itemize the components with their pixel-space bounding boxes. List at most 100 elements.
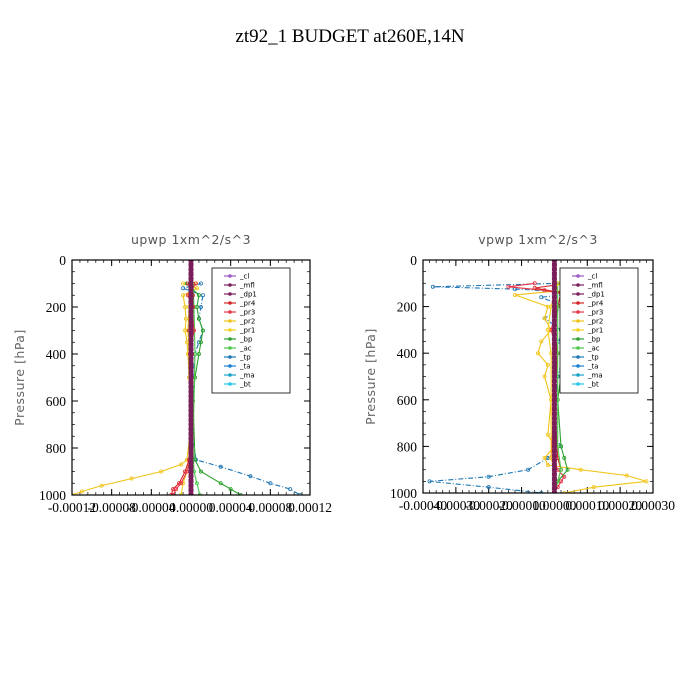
data-point	[268, 481, 273, 486]
center-marker	[551, 481, 557, 486]
data-point	[526, 467, 531, 472]
plot-frame	[71, 259, 311, 496]
data-point	[228, 487, 233, 492]
center-marker	[551, 309, 557, 314]
data-point	[578, 467, 583, 472]
y-tick-label: 600	[397, 393, 418, 408]
center-marker	[551, 458, 557, 463]
legend-marker	[576, 364, 580, 368]
data-point	[486, 474, 491, 479]
center-marker	[188, 328, 194, 333]
center-marker	[551, 337, 557, 342]
center-marker	[188, 319, 194, 324]
data-point	[545, 362, 550, 367]
legend-label: _ac	[239, 345, 252, 353]
center-marker	[551, 383, 557, 388]
legend-marker	[228, 373, 232, 377]
series-line-tp	[181, 282, 301, 495]
data-point	[427, 479, 432, 484]
legend-label: _pr4	[587, 300, 604, 308]
data-point	[624, 473, 629, 478]
center-marker	[188, 366, 194, 371]
data-point	[532, 285, 537, 290]
data-point	[179, 481, 184, 486]
center-marker	[188, 276, 194, 281]
legend-label: _ta	[239, 363, 251, 371]
center-marker	[551, 276, 557, 281]
center-marker	[188, 493, 194, 495]
legend-marker	[228, 364, 232, 368]
data-point	[183, 304, 188, 309]
center-marker	[188, 384, 194, 389]
center-marker	[551, 299, 557, 304]
y-tick-label: 800	[46, 441, 67, 456]
center-marker	[188, 314, 194, 319]
legend-label: _cl	[587, 273, 597, 281]
center-marker	[188, 394, 194, 399]
legend-marker	[228, 346, 232, 350]
series-line-pr2	[72, 282, 199, 495]
figure-title: zt92_1 BUDGET at260E,14N	[235, 26, 464, 47]
center-marker	[551, 260, 557, 262]
data-point	[565, 467, 570, 472]
legend-label: _pr2	[239, 318, 255, 326]
center-marker	[188, 464, 194, 469]
data-point	[288, 487, 293, 492]
y-tick-label: 400	[397, 346, 418, 361]
center-marker	[188, 483, 194, 488]
center-marker	[188, 389, 194, 394]
y-tick-label: 200	[46, 300, 67, 315]
center-marker	[551, 439, 557, 444]
x-tick-label: 0.00020	[598, 498, 642, 513]
center-marker	[188, 300, 194, 305]
center-marker	[551, 435, 557, 440]
legend-marker	[576, 373, 580, 377]
center-marker	[551, 477, 557, 482]
center-marker	[551, 397, 557, 402]
data-point	[248, 474, 253, 479]
x-tick-label: 0.00030	[631, 498, 675, 513]
center-marker	[551, 360, 557, 365]
center-marker	[551, 285, 557, 290]
legend-box	[559, 267, 639, 394]
center-marker	[188, 436, 194, 441]
center-marker	[551, 407, 557, 412]
center-marker	[188, 286, 194, 291]
center-marker	[551, 463, 557, 468]
center-marker	[551, 374, 557, 379]
data-point	[542, 374, 547, 379]
legend-marker	[576, 382, 580, 386]
center-marker	[551, 304, 557, 309]
data-point	[542, 316, 547, 321]
legend-marker	[228, 301, 232, 305]
center-marker	[188, 413, 194, 418]
center-marker	[551, 472, 557, 477]
panel-title: vpwp 1xm^2/s^3	[478, 232, 598, 247]
x-tick-label: -0.00010	[497, 498, 546, 513]
x-tick-label: 0.00000	[169, 500, 213, 515]
data-point	[200, 328, 205, 333]
center-marker	[188, 333, 194, 338]
center-marker	[551, 351, 557, 356]
data-point	[542, 456, 547, 461]
data-point	[184, 316, 189, 321]
center-marker	[188, 455, 194, 460]
data-point	[198, 340, 203, 345]
center-marker	[551, 416, 557, 421]
x-tick-label: 0.00012	[288, 500, 332, 515]
legend-label: _tp	[239, 354, 251, 362]
center-marker	[188, 460, 194, 465]
center-marker	[188, 441, 194, 446]
center-marker	[188, 450, 194, 455]
data-point	[545, 463, 550, 468]
data-point	[193, 281, 198, 286]
data-point	[486, 485, 491, 490]
center-marker	[551, 267, 557, 272]
data-point	[181, 293, 186, 298]
center-marker	[188, 295, 194, 300]
y-tick-label: 1000	[390, 486, 417, 501]
center-marker	[551, 313, 557, 318]
center-marker	[551, 346, 557, 351]
center-marker	[188, 417, 194, 422]
